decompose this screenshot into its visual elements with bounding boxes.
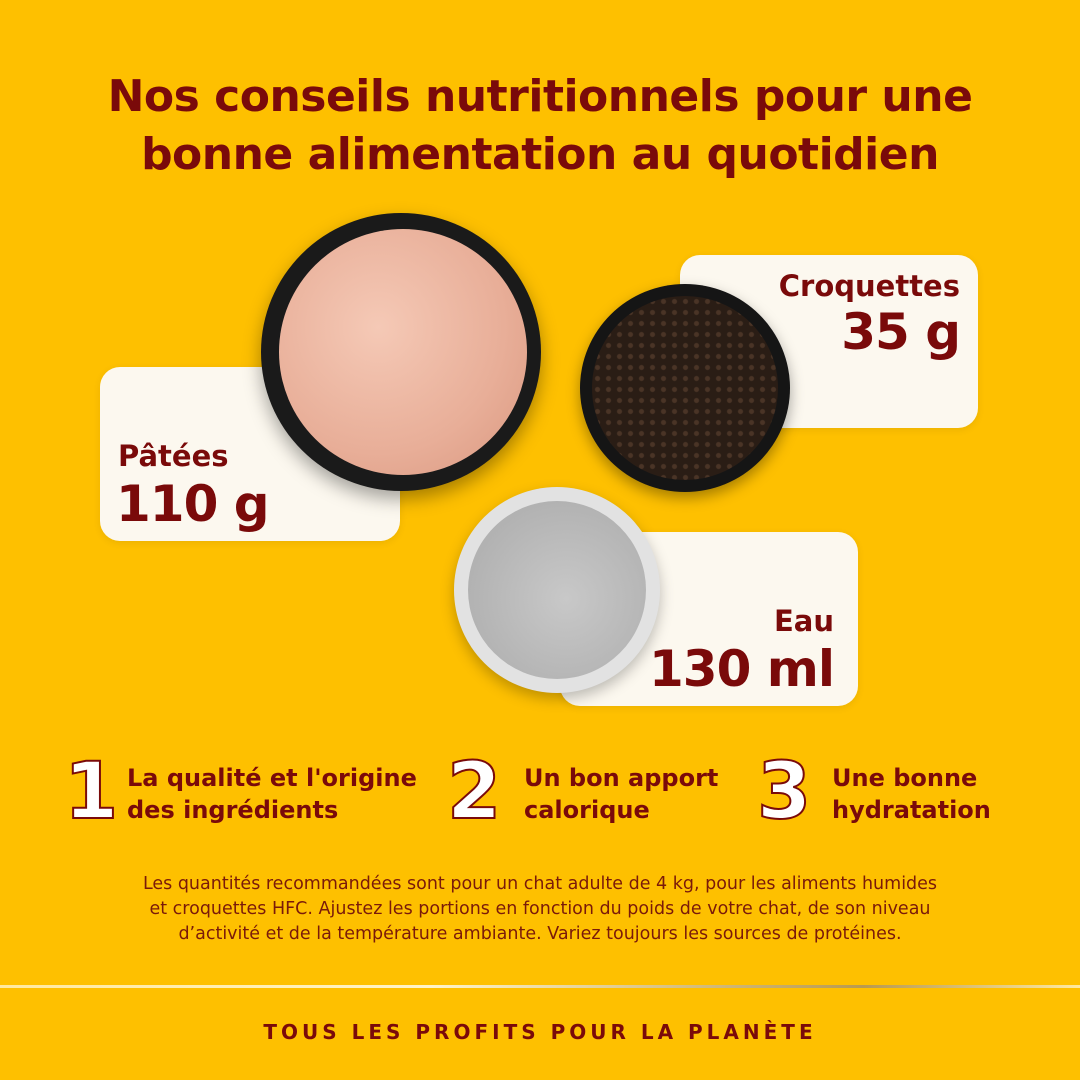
point-2-text: Un bon apport calorique xyxy=(524,764,719,824)
pate-bowl-image xyxy=(261,213,541,491)
pate-food xyxy=(279,229,527,475)
footer-tagline: TOUS LES PROFITS POUR LA PLANÈTE xyxy=(263,1020,817,1044)
kibble-bowl-image xyxy=(580,284,790,492)
divider xyxy=(0,985,1080,988)
point-3-text: Une bonne hydratation xyxy=(832,764,991,824)
number-2: 2 xyxy=(446,747,502,837)
number-1: 1 xyxy=(63,747,119,837)
disclaimer: Les quantités recommandées sont pour un … xyxy=(142,874,938,944)
page-title: Nos conseils nutritionnels pour une bonn… xyxy=(107,71,973,180)
point-1-text: La qualité et l'origine des ingrédients xyxy=(127,764,417,824)
kibble-food xyxy=(592,296,778,480)
number-3: 3 xyxy=(756,747,812,837)
water-bowl-image xyxy=(454,487,660,693)
water xyxy=(468,501,646,679)
